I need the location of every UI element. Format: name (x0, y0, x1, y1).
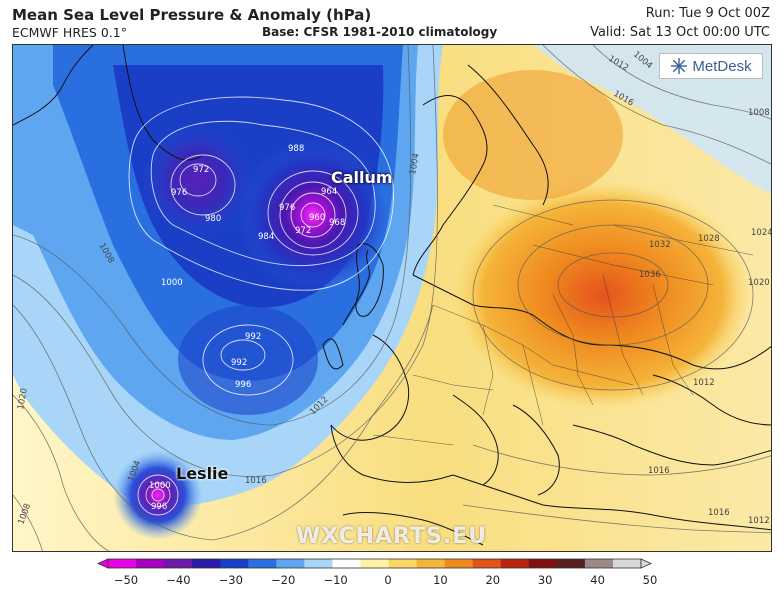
colorbar-tick-label: 30 (537, 573, 553, 587)
storm-label-callum: Callum (331, 168, 393, 187)
colorbar-tick-label: 0 (384, 573, 392, 587)
isobar-label: 992 (231, 358, 247, 368)
isobar-label: 960 (309, 213, 325, 223)
isobar-label: 1020 (16, 387, 30, 410)
colorbar-tick-label: −50 (113, 573, 139, 587)
isobar-label: 1004 (408, 152, 422, 175)
valid-time-label: Valid: Sat 13 Oct 00:00 UTC (590, 25, 770, 40)
isobar-label: 1012 (693, 378, 715, 388)
colorbar-tick-label: −30 (218, 573, 243, 587)
isobar-label: 1016 (708, 508, 730, 518)
isobar-label: 1024 (751, 228, 772, 238)
low-972-shading (143, 125, 253, 235)
isobars-low (128, 96, 394, 516)
metdesk-logo-text: MetDesk (692, 57, 752, 75)
colorbar-min-arrow (97, 558, 109, 569)
colorbar-tick-label: −10 (323, 573, 348, 587)
isobar-label: 1000 (161, 278, 183, 288)
model-label: ECMWF HRES 0.1° (12, 25, 127, 40)
colorbar-cell (164, 559, 193, 568)
isobar-label: 968 (329, 218, 345, 228)
base-climatology-label: Base: CFSR 1981-2010 climatology (262, 25, 498, 39)
run-label: Run: Tue 9 Oct 00Z (645, 6, 770, 21)
colorbar-cell (360, 559, 390, 568)
metdesk-logo: MetDesk (659, 53, 763, 79)
isobar-label: 992 (245, 332, 261, 342)
isobar-label: 972 (193, 165, 209, 175)
watermark: WXCHARTS.EU (296, 524, 488, 549)
colorbar-tick-label: 50 (642, 573, 658, 587)
map-canvas: 972 976 980 984 988 964 960 968 972 976 … (13, 45, 772, 551)
isobar-label: 1032 (649, 240, 671, 250)
colorbar-cell (612, 559, 642, 568)
leslie-low-shading (113, 450, 203, 540)
isobar-label: 1036 (639, 270, 661, 280)
pressure-anomaly-map: 972 976 980 984 988 964 960 968 972 976 … (12, 44, 772, 552)
isobar-label: 980 (205, 214, 221, 224)
colorbar-cell (136, 559, 165, 568)
isobar-label: 988 (288, 144, 304, 154)
ne-anomaly-region (533, 45, 771, 194)
isobar-label: 1020 (748, 278, 770, 288)
isobar-label: 1008 (748, 108, 770, 118)
isobar-label: 1016 (245, 476, 267, 486)
colorbar-tick-label: −20 (271, 573, 296, 587)
chart-title: Mean Sea Level Pressure & Anomaly (hPa) (12, 6, 372, 24)
isobar-label: 984 (258, 232, 274, 242)
isobar-label: 976 (279, 203, 295, 213)
colorbar-cell (332, 559, 361, 568)
colorbar-cell (220, 559, 249, 568)
isobars-high (13, 45, 771, 551)
colorbar-cell (500, 559, 530, 568)
colorbar-tick-label: −40 (166, 573, 191, 587)
colorbar-cell (108, 559, 137, 568)
high-anomaly-shading (453, 180, 753, 410)
isobar-label: 996 (151, 502, 167, 512)
colorbar-cell (416, 559, 446, 568)
isobar-label: 1028 (698, 234, 720, 244)
colorbar-cell (248, 559, 277, 568)
colorbar-tick-label: 20 (485, 573, 501, 587)
callum-low-shading (238, 140, 388, 290)
scandinavia-anomaly-shading (443, 70, 623, 200)
colorbar-cell (444, 559, 474, 568)
isobar-label: 964 (321, 187, 337, 197)
storm-label-leslie: Leslie (176, 464, 229, 483)
colorbar-cell (388, 559, 418, 568)
colorbar-tick-label: 40 (590, 573, 605, 587)
colorbar (97, 558, 652, 569)
low-992-shading (178, 305, 318, 415)
isobar-label: 976 (171, 188, 187, 198)
colorbar-cell (472, 559, 502, 568)
isobar-label: 1012 (748, 516, 770, 526)
colorbar-cell (276, 559, 305, 568)
isobar-label: 1000 (149, 481, 171, 491)
colorbar-tick-label: 10 (433, 573, 448, 587)
colorbar-cell (556, 559, 586, 568)
country-borders (372, 204, 754, 446)
colorbar-cell (304, 559, 333, 568)
colorbar-cell (192, 559, 221, 568)
colorbar-max-arrow (640, 558, 652, 569)
isobar-label-group: 972 976 980 984 988 964 960 968 972 976 … (16, 50, 772, 526)
isobar-label: 972 (295, 226, 311, 236)
colorbar-cell (528, 559, 558, 568)
colorbar-cell (584, 559, 614, 568)
isobar-label: 996 (235, 380, 251, 390)
metdesk-logo-icon (671, 58, 688, 74)
isobar-label: 1016 (648, 466, 670, 476)
